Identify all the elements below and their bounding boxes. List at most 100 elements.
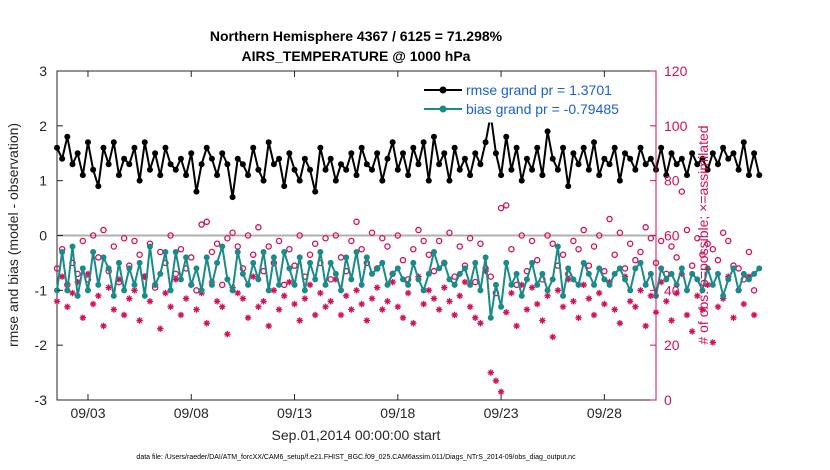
- obs-assimilated-point: [472, 314, 479, 321]
- y-tick-label: -3: [35, 392, 48, 408]
- rmse-point: [720, 144, 727, 151]
- obs-assimilated-point: [193, 306, 200, 313]
- obs-possible-point: [714, 256, 722, 264]
- bias-point: [446, 276, 453, 283]
- obs-assimilated-point: [570, 298, 577, 305]
- bias-point: [301, 287, 308, 294]
- rmse-point: [54, 144, 60, 151]
- obs-possible-point: [595, 232, 603, 239]
- bias-point: [332, 270, 339, 277]
- obs-possible-point: [208, 248, 216, 256]
- obs-assimilated-point: [699, 306, 706, 313]
- bias-point: [136, 259, 143, 266]
- obs-assimilated-point: [100, 322, 107, 330]
- bias-point: [79, 265, 86, 272]
- obs-assimilated-point: [337, 311, 345, 319]
- obs-possible-point: [590, 243, 598, 250]
- bias-point: [291, 281, 298, 288]
- rmse-point: [689, 150, 696, 157]
- rmse-point: [110, 139, 117, 146]
- obs-possible-point: [466, 234, 474, 242]
- bias-point: [487, 314, 494, 321]
- obs-assimilated-point: [58, 273, 66, 280]
- obs-assimilated-point: [601, 300, 608, 308]
- obs-possible-point: [415, 226, 422, 234]
- rmse-point: [327, 155, 334, 162]
- obs-possible-point: [606, 215, 613, 223]
- obs-assimilated-point: [265, 322, 272, 330]
- bias-point: [735, 287, 742, 294]
- bias-point: [513, 270, 520, 277]
- bias-point: [570, 276, 577, 283]
- obs-possible-point: [384, 243, 391, 250]
- rmse-point: [203, 144, 210, 151]
- y-axis-label: rmse and bias (model - observation): [5, 123, 21, 347]
- bias-point: [343, 254, 350, 261]
- obs-assimilated-point: [714, 303, 722, 310]
- obs-assimilated-point: [441, 284, 448, 291]
- bias-point: [250, 259, 257, 266]
- rmse-point: [281, 183, 288, 190]
- rmse-point: [704, 166, 711, 173]
- rmse-point: [627, 155, 634, 162]
- bias-point: [647, 270, 654, 277]
- obs-assimilated-point: [730, 314, 737, 321]
- obs-assimilated-point: [131, 287, 138, 294]
- bias-point: [100, 254, 107, 261]
- obs-assimilated-point: [250, 273, 257, 280]
- rmse-point: [730, 150, 737, 157]
- bias-point: [441, 259, 448, 266]
- rmse-point: [560, 144, 567, 151]
- rmse-point: [399, 150, 406, 157]
- rmse-point: [177, 155, 184, 162]
- y-axis-ticks: -3 -2 -1 0 1 2 3: [35, 63, 63, 408]
- y2-tick-label: 0: [664, 392, 672, 408]
- bias-point: [270, 254, 277, 261]
- obs-assimilated-point: [575, 314, 582, 321]
- obs-possible-point: [575, 245, 582, 253]
- legend-bias-label: bias grand pr = -0.79485: [466, 101, 619, 117]
- rmse-point: [59, 155, 66, 162]
- obs-assimilated-point: [146, 298, 154, 305]
- obs-assimilated-point: [389, 278, 396, 286]
- obs-possible-point: [368, 229, 376, 237]
- bias-point: [756, 265, 763, 272]
- rmse-point: [508, 166, 515, 173]
- rmse-point: [606, 161, 613, 168]
- obs-assimilated-point: [275, 306, 283, 313]
- bias-point: [348, 276, 355, 283]
- bias-point: [363, 254, 370, 261]
- obs-possible-point: [626, 240, 634, 247]
- obs-assimilated-point: [224, 331, 231, 338]
- rmse-point: [492, 150, 499, 157]
- obs-possible-point: [611, 251, 618, 258]
- bias-point: [585, 270, 592, 277]
- obs-possible-point: [497, 204, 505, 212]
- rmse-point: [183, 172, 190, 179]
- obs-assimilated-point: [668, 317, 675, 324]
- rmse-point: [611, 144, 618, 151]
- x-axis-label: Sep.01,2014 00:00:00 start: [272, 427, 441, 443]
- rmse-point: [575, 161, 582, 168]
- bias-point: [601, 276, 608, 283]
- obs-possible-point: [322, 234, 329, 242]
- obs-possible-point: [425, 251, 433, 258]
- obs-possible-point: [657, 237, 665, 245]
- bias-point: [745, 276, 752, 283]
- rmse-point: [585, 166, 592, 173]
- x-tick-label: 09/13: [277, 405, 312, 421]
- obs-assimilated-point: [342, 292, 350, 300]
- bias-point: [725, 276, 732, 283]
- rmse-point: [69, 161, 76, 168]
- obs-assimilated-point: [79, 314, 87, 321]
- rmse-point: [389, 139, 396, 146]
- obs-assimilated-point: [642, 322, 649, 330]
- bias-point: [281, 248, 288, 255]
- bias-point: [606, 281, 613, 288]
- rmse-point: [312, 188, 319, 195]
- rmse-point: [322, 166, 329, 173]
- obs-assimilated-point: [435, 306, 443, 313]
- obs-assimilated-point: [373, 284, 381, 291]
- obs-assimilated-point: [358, 300, 365, 308]
